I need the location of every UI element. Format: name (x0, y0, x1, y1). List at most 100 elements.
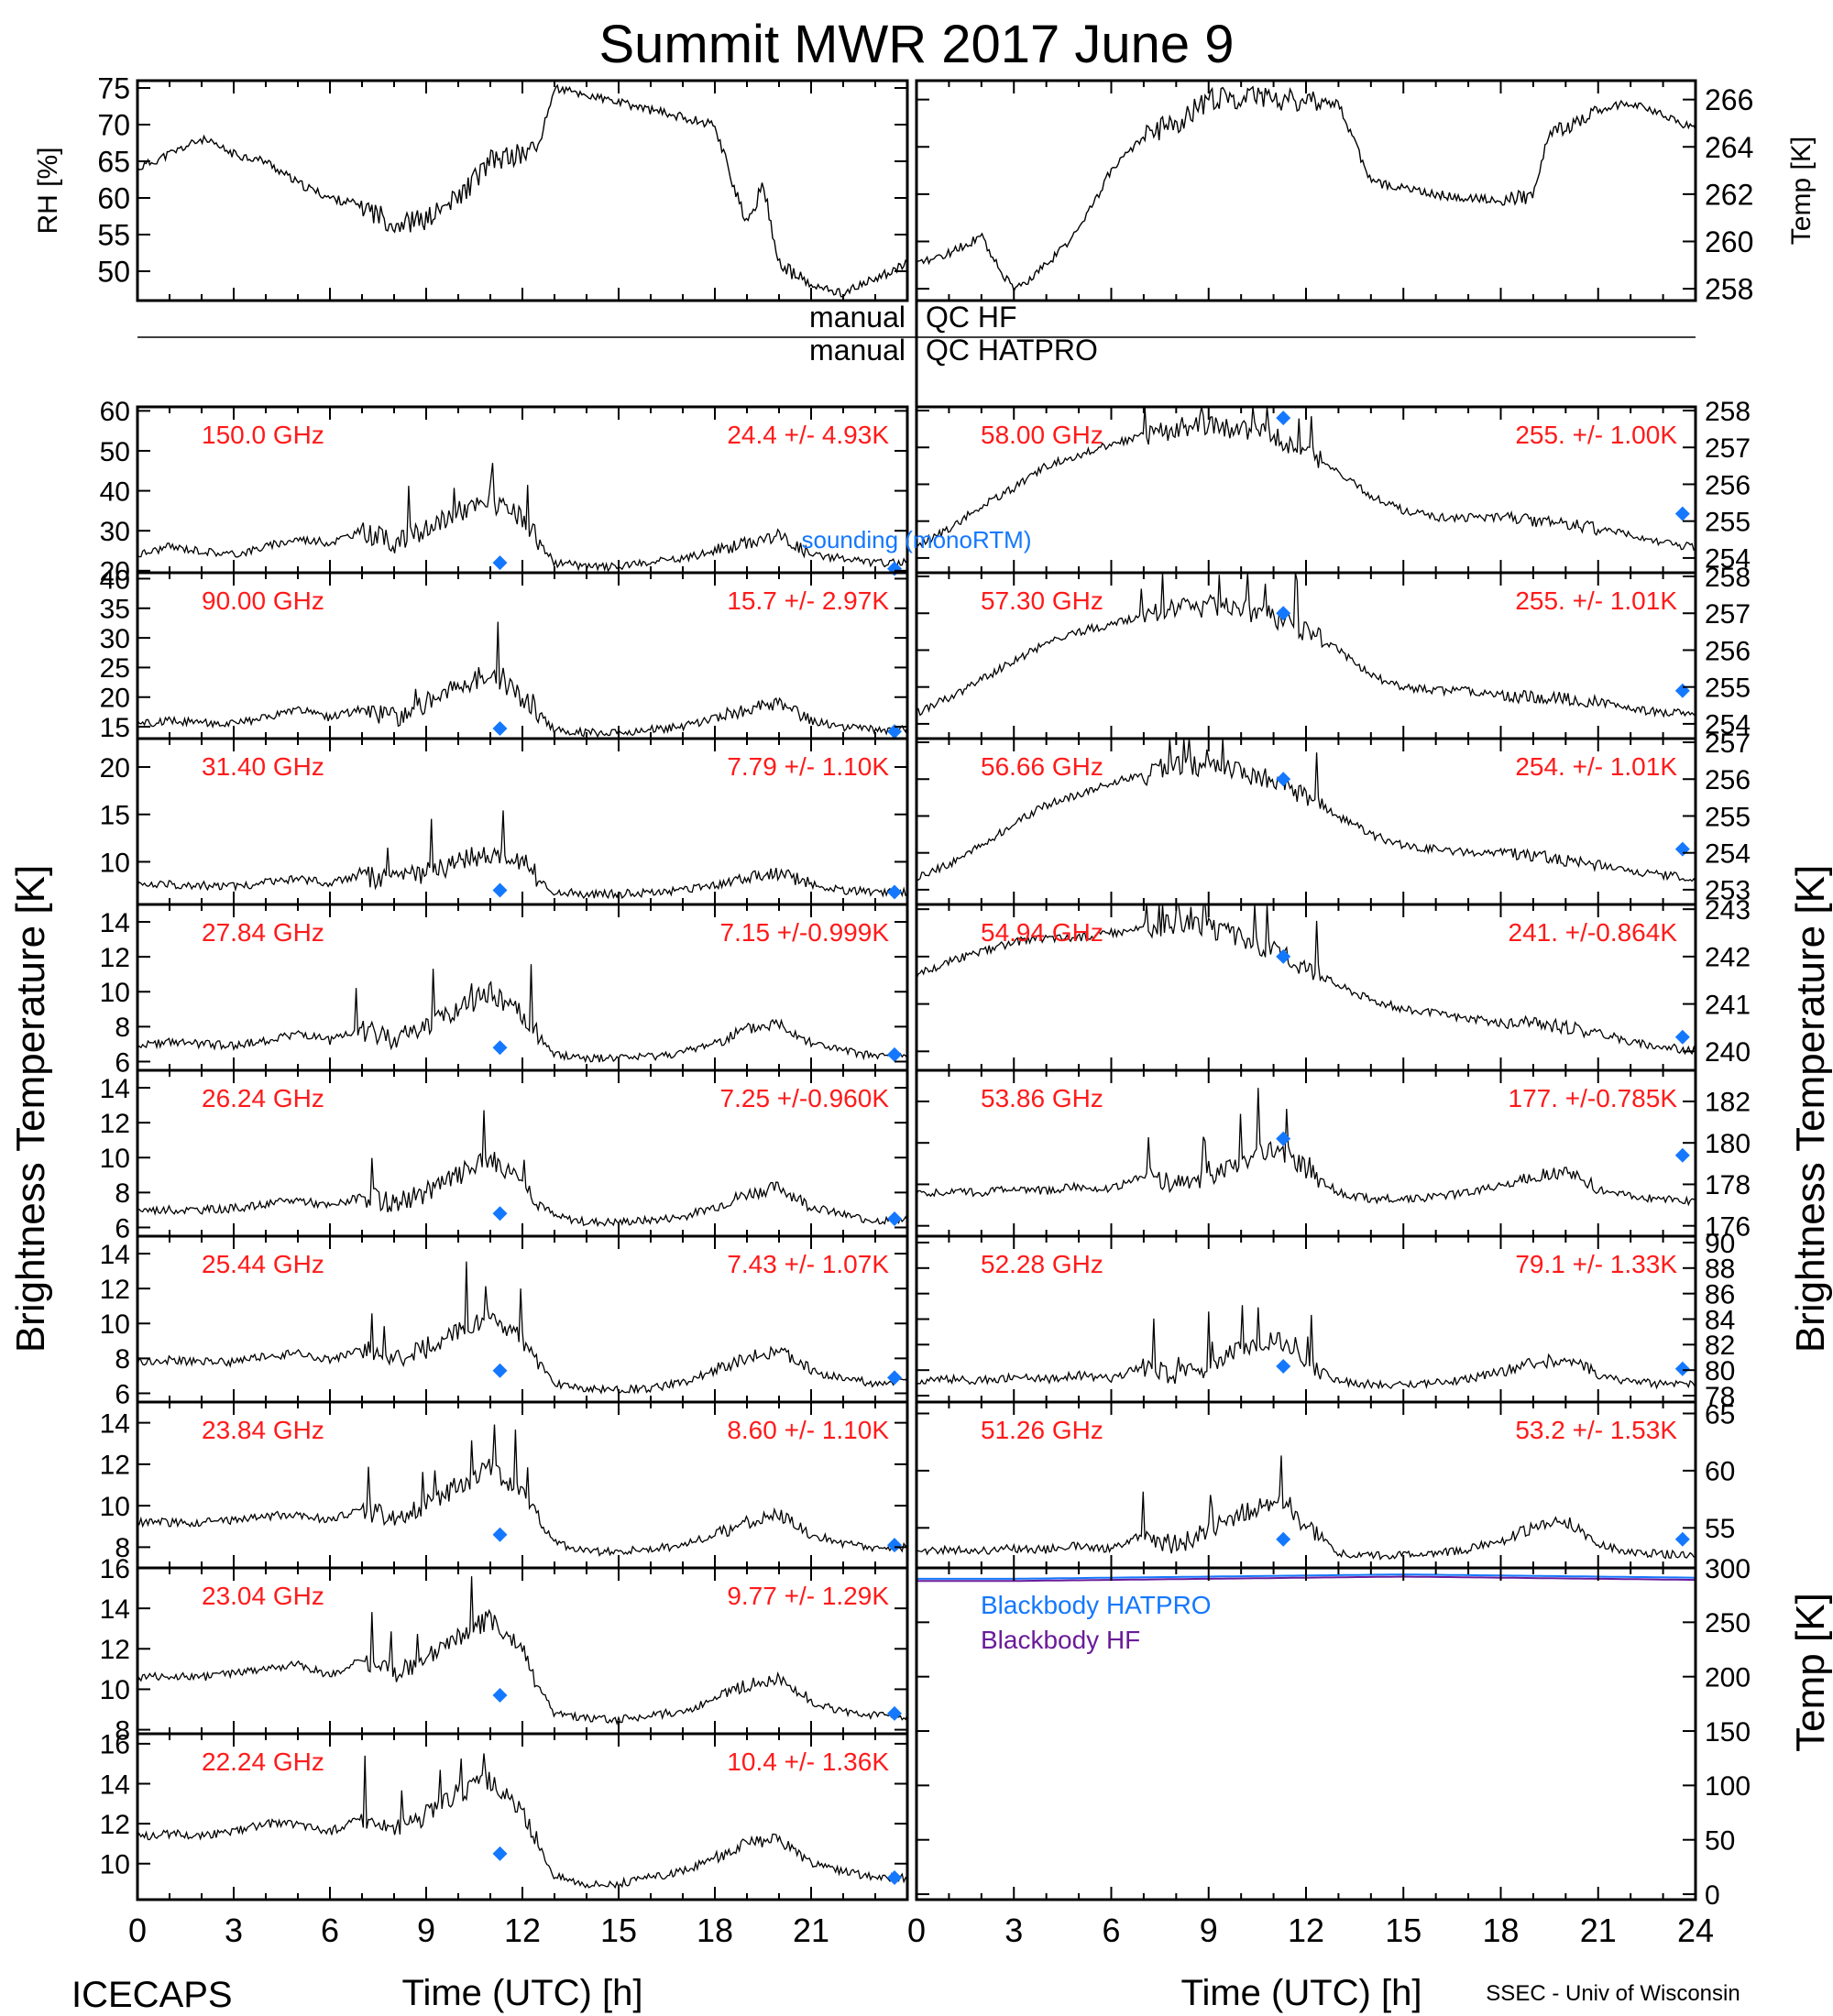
y-tick-label: 240 (1705, 1037, 1751, 1068)
brightness-temperature-line (916, 1088, 1696, 1207)
y-tick-label: 10 (100, 1309, 130, 1340)
y-tick-label: 8 (115, 1178, 130, 1209)
y-tick-label: 257 (1705, 433, 1751, 464)
sounding-marker (1276, 948, 1291, 964)
sounding-marker (1276, 411, 1291, 426)
y-tick-label: 0 (1705, 1880, 1720, 1911)
y-tick-label: 264 (1705, 131, 1753, 164)
channel-stats-label: 255. +/- 1.00K (1515, 421, 1677, 449)
rh-axis-label: RH [%] (33, 147, 63, 234)
y-tick-label: 180 (1705, 1129, 1751, 1159)
x-tick-label: 9 (1200, 1912, 1218, 1949)
channel-frequency-label: 22.24 GHz (202, 1748, 324, 1776)
channel-stats-label: 79.1 +/- 1.33K (1515, 1250, 1677, 1278)
y-tick-label: 12 (100, 943, 130, 973)
y-tick-label: 65 (97, 146, 130, 179)
channel-frequency-label: 25.44 GHz (202, 1250, 324, 1278)
y-tick-label: 65 (1705, 1399, 1735, 1430)
sounding-marker (492, 1040, 508, 1056)
y-tick-label: 16 (100, 1730, 130, 1760)
brightness-temperature-line (916, 1455, 1696, 1561)
y-tick-label: 200 (1705, 1662, 1751, 1693)
air-temp-panel: 258 260 262 264 266 Temp [K] (915, 79, 1817, 306)
y-tick-label: 257 (1705, 729, 1751, 759)
x-tick-label: 12 (504, 1912, 541, 1949)
x-tick-label: 3 (225, 1912, 243, 1949)
y-tick-label: 10 (100, 848, 130, 878)
channel-panel-2784: 6 8 10 12 14 27.84 GHz 7.15 +/-0.999K (100, 903, 909, 1078)
y-tick-label: 253 (1705, 876, 1751, 906)
channel-stats-label: 177. +/-0.785K (1509, 1084, 1678, 1112)
right-axis-label: Brightness Temperature [K] (1788, 865, 1833, 1353)
channel-frequency-label: 150.0 GHz (202, 421, 324, 449)
y-tick-label: 258 (1705, 273, 1753, 306)
y-tick-label: 40 (100, 477, 130, 507)
channel-stats-label: 254. +/- 1.01K (1515, 752, 1677, 781)
channel-stats-label: 7.25 +/-0.960K (720, 1084, 890, 1112)
sounding-marker (492, 721, 508, 737)
y-tick-label: 243 (1705, 895, 1751, 926)
y-tick-label: 25 (100, 653, 130, 684)
blackbody-panel: Blackbody HATPRO Blackbody HF 0 3 6 9 12 15 18 21… (907, 1554, 1751, 1949)
qc-hf-label-right: QC HF (926, 301, 1017, 334)
brightness-temperature-line (916, 572, 1696, 718)
y-tick-label: 100 (1705, 1771, 1751, 1802)
y-tick-label: 258 (1705, 563, 1751, 593)
y-tick-label: 250 (1705, 1608, 1751, 1638)
brightness-temperature-line (137, 1261, 908, 1395)
brightness-temperature-line (916, 406, 1696, 552)
y-tick-label: 255 (1705, 673, 1751, 703)
y-tick-label: 14 (100, 1408, 130, 1439)
sounding-marker (1674, 1029, 1690, 1045)
x-tick-label: 24 (1677, 1912, 1714, 1949)
channel-panel-5494: 240 241 242 243 54.94 GHz 241. +/-0.864K (915, 895, 1751, 1072)
x-tick-label: 9 (417, 1912, 435, 1949)
sounding-marker (492, 555, 508, 571)
y-tick-label: 182 (1705, 1088, 1751, 1118)
y-tick-label: 255 (1705, 802, 1751, 832)
air-temp-line (916, 85, 1696, 293)
x-tick-label: 12 (1288, 1912, 1324, 1949)
y-tick-label: 10 (100, 1675, 130, 1705)
x-tick-label: 18 (1482, 1912, 1519, 1949)
y-tick-label: 300 (1705, 1554, 1751, 1584)
y-tick-label: 86 (1705, 1279, 1735, 1309)
sounding-marker (887, 1705, 902, 1721)
y-tick-label: 60 (97, 182, 130, 215)
brightness-temperature-line (137, 1424, 908, 1557)
brightness-temperature-line (137, 810, 907, 900)
y-tick-label: 150 (1705, 1717, 1751, 1748)
y-tick-label: 50 (1705, 1826, 1735, 1857)
y-tick-label: 20 (100, 753, 130, 783)
channel-frequency-label: 58.00 GHz (981, 421, 1103, 449)
x-tick-label: 0 (907, 1912, 926, 1949)
y-tick-label: 254 (1705, 544, 1751, 575)
channel-stats-label: 241. +/-0.864K (1509, 918, 1678, 947)
y-tick-label: 88 (1705, 1255, 1735, 1285)
sounding-marker (887, 884, 902, 900)
sounding-marker (1276, 606, 1291, 621)
y-tick-label: 254 (1705, 710, 1751, 740)
channel-stats-label: 255. +/- 1.01K (1515, 586, 1677, 615)
qc-hatpro-label-right: QC HATPRO (926, 334, 1098, 367)
channel-stats-label: 15.7 +/- 2.97K (727, 586, 889, 615)
x-tick-label: 0 (128, 1912, 147, 1949)
channel-stats-label: 7.43 +/- 1.07K (727, 1250, 889, 1278)
sounding-marker (887, 1046, 902, 1062)
x-tick-label: 18 (697, 1912, 733, 1949)
y-tick-label: 10 (100, 1492, 130, 1522)
x-axis-label-right: Time (UTC) [h] (1181, 1973, 1422, 2013)
brightness-temperature-line (137, 964, 908, 1064)
y-tick-label: 256 (1705, 636, 1751, 666)
sounding-marker (1674, 506, 1690, 521)
y-tick-label: 82 (1705, 1331, 1735, 1361)
rh-line (137, 83, 908, 298)
channel-frequency-label: 54.94 GHz (981, 918, 1103, 947)
y-tick-label: 90 (1705, 1229, 1735, 1259)
channel-panel-5386: 176 178 180 182 53.86 GHz 177. +/-0.785K (915, 1068, 1751, 1242)
y-tick-label: 260 (1705, 225, 1753, 258)
channel-panel-2304: 8 10 12 14 16 23.04 GHz 9.77 +/- 1.29K (100, 1554, 909, 1746)
qc-hf-label-left: manual (809, 301, 906, 334)
